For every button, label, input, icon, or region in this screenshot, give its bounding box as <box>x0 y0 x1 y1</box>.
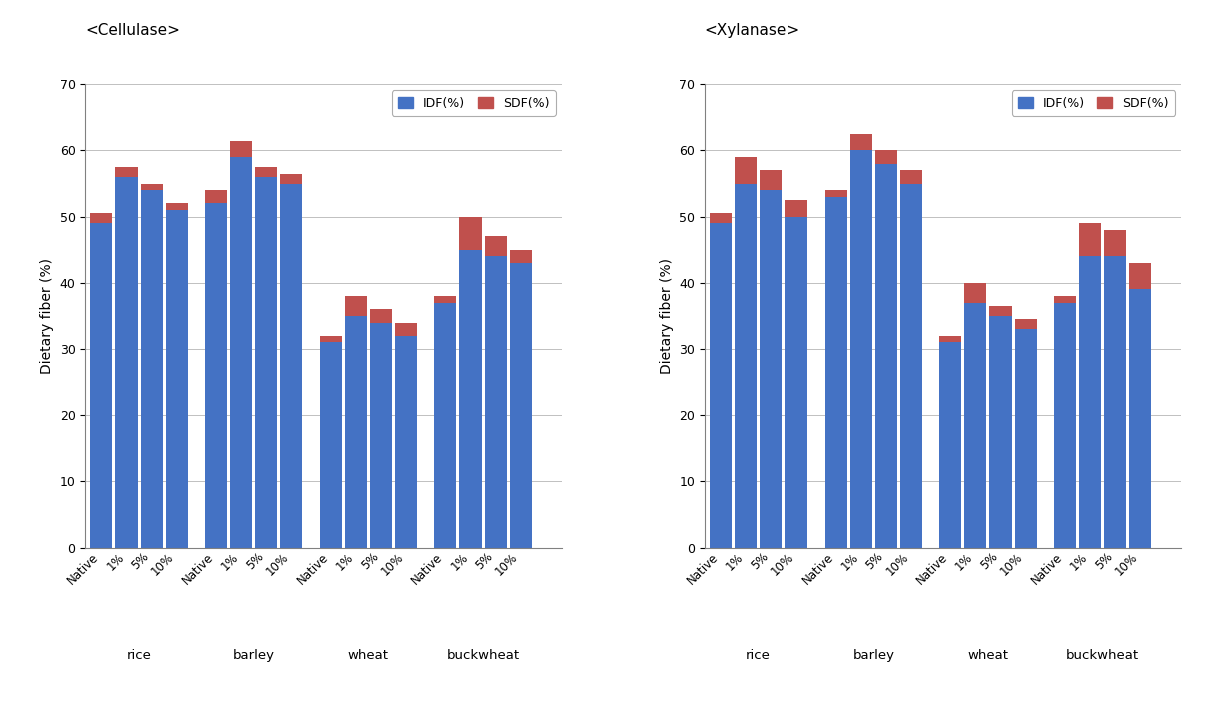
Y-axis label: Dietary fiber (%): Dietary fiber (%) <box>40 258 54 374</box>
Bar <box>760 171 782 190</box>
Text: <Xylanase>: <Xylanase> <box>705 23 800 38</box>
Bar <box>230 157 252 548</box>
Bar <box>230 140 252 157</box>
Bar <box>256 177 278 548</box>
Text: barley: barley <box>853 649 894 663</box>
Bar <box>319 343 342 548</box>
Bar <box>509 250 532 263</box>
Text: wheat: wheat <box>967 649 1009 663</box>
Bar <box>90 223 112 548</box>
Bar <box>395 322 417 336</box>
Bar <box>939 343 961 548</box>
Bar <box>166 210 188 548</box>
Bar <box>850 150 872 548</box>
Bar <box>786 200 808 217</box>
Bar <box>825 197 847 548</box>
Bar <box>965 283 987 303</box>
Text: buckwheat: buckwheat <box>447 649 520 663</box>
Bar <box>205 190 227 204</box>
Text: rice: rice <box>127 649 151 663</box>
Legend: IDF(%), SDF(%): IDF(%), SDF(%) <box>392 91 555 116</box>
Bar <box>900 171 922 183</box>
Bar <box>734 157 758 183</box>
Bar <box>786 217 808 548</box>
Text: barley: barley <box>233 649 275 663</box>
Bar <box>370 322 392 548</box>
Y-axis label: Dietary fiber (%): Dietary fiber (%) <box>660 258 674 374</box>
Bar <box>485 237 507 256</box>
Bar <box>459 250 481 548</box>
Bar <box>370 310 392 322</box>
Text: wheat: wheat <box>348 649 389 663</box>
Bar <box>1129 263 1151 289</box>
Bar <box>459 217 481 250</box>
Bar <box>116 167 138 177</box>
Bar <box>140 190 162 548</box>
Bar <box>1105 256 1127 548</box>
Text: <Cellulase>: <Cellulase> <box>85 23 180 38</box>
Bar <box>435 296 457 303</box>
Bar <box>166 204 188 210</box>
Bar <box>90 213 112 223</box>
Bar <box>710 223 732 548</box>
Bar <box>345 316 367 548</box>
Bar <box>509 263 532 548</box>
Bar <box>140 183 162 190</box>
Bar <box>875 164 896 548</box>
Bar <box>939 336 961 343</box>
Bar <box>1129 289 1151 548</box>
Bar <box>850 134 872 150</box>
Bar <box>485 256 507 548</box>
Bar <box>1105 230 1127 256</box>
Bar <box>965 303 987 548</box>
Bar <box>280 173 302 183</box>
Text: rice: rice <box>747 649 771 663</box>
Bar <box>1079 223 1101 256</box>
Bar <box>710 213 732 223</box>
Bar <box>280 183 302 548</box>
Bar <box>1054 296 1075 303</box>
Bar <box>205 204 227 548</box>
Bar <box>435 303 457 548</box>
Bar <box>395 336 417 548</box>
Bar <box>256 167 278 177</box>
Bar <box>989 306 1011 316</box>
Text: buckwheat: buckwheat <box>1066 649 1139 663</box>
Bar <box>760 190 782 548</box>
Bar <box>116 177 138 548</box>
Bar <box>1015 319 1037 329</box>
Legend: IDF(%), SDF(%): IDF(%), SDF(%) <box>1012 91 1175 116</box>
Bar <box>900 183 922 548</box>
Bar <box>989 316 1011 548</box>
Bar <box>875 150 896 164</box>
Bar <box>345 296 367 316</box>
Bar <box>825 190 847 197</box>
Bar <box>1054 303 1075 548</box>
Bar <box>1015 329 1037 548</box>
Bar <box>319 336 342 343</box>
Bar <box>734 183 758 548</box>
Bar <box>1079 256 1101 548</box>
